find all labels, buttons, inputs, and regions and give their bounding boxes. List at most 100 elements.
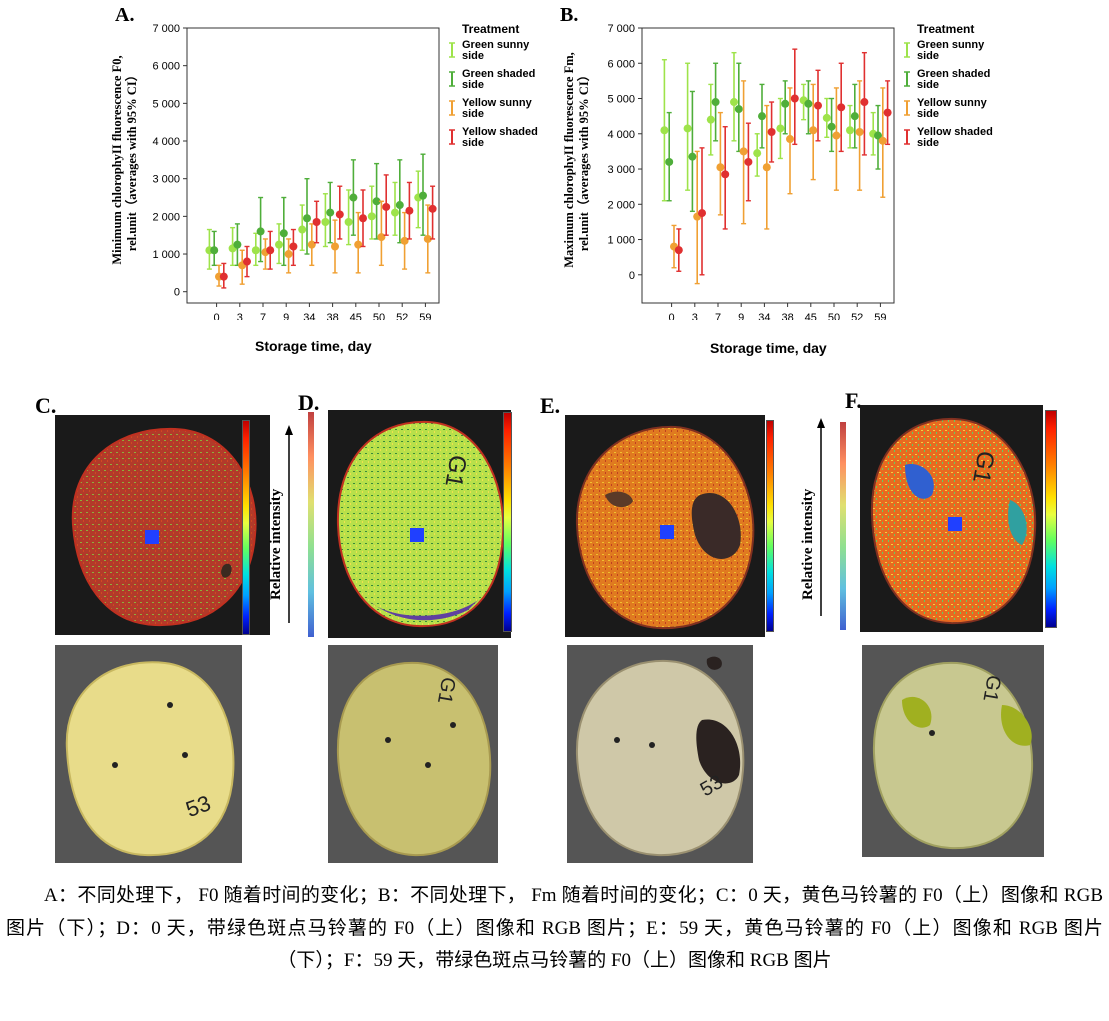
panel-label-d: D. xyxy=(298,390,320,415)
chart-b-point xyxy=(837,103,846,112)
chart-a-point xyxy=(289,242,298,251)
chart-a-point xyxy=(219,272,228,281)
chart-b-point xyxy=(883,108,892,117)
chart-b-point xyxy=(786,135,794,144)
chart-a-ylabel-line2: rel.unit（averages with 95% CI） xyxy=(125,68,139,252)
colorbar-d xyxy=(503,412,512,632)
chart-b-point xyxy=(790,94,799,103)
chart-b-point xyxy=(776,124,785,133)
legend-swatch-icon xyxy=(449,100,455,116)
chart-b-point xyxy=(878,136,887,145)
potato-d-fluor: G1 xyxy=(336,420,505,628)
chart-a-legend-item: Green sunny side xyxy=(448,40,548,69)
chart-b-point xyxy=(762,163,771,172)
potato-e-fluor xyxy=(575,425,755,630)
chart-a: 0 1 000 2 000 3 000 4 000 5 000 6 000 7 000 0 3 7 9… xyxy=(152,23,440,320)
chart-a-point xyxy=(400,236,409,245)
svg-text:G1: G1 xyxy=(967,449,999,485)
chart-a-xtick-label: 38 xyxy=(326,312,338,320)
chart-b-ytick-label: 4 000 xyxy=(607,129,635,141)
chart-b-ytick-label: 7 000 xyxy=(607,23,635,35)
chart-b-ytick-label: 5 000 xyxy=(607,94,635,106)
image-d-rgb: G1 xyxy=(328,645,498,863)
chart-b-point xyxy=(716,163,725,172)
svg-text:G1: G1 xyxy=(978,673,1004,703)
chart-a-ytick-label: 5 000 xyxy=(152,98,180,110)
potato-e-rgb: 53 xyxy=(575,656,745,857)
intensity-scale-f xyxy=(840,422,846,630)
chart-a-point xyxy=(349,193,358,202)
chart-b-point xyxy=(711,98,720,107)
chart-b-point xyxy=(758,112,766,121)
chart-a-xtick-label: 7 xyxy=(260,312,266,320)
chart-a-point xyxy=(210,246,219,255)
arrow-up-icon xyxy=(285,425,293,623)
chart-a-point xyxy=(307,240,316,249)
panel-label-f: F. xyxy=(845,388,862,413)
chart-a-xtick-label: 52 xyxy=(396,312,408,320)
chart-b-point xyxy=(721,170,730,179)
chart-b-xlabel: Storage time, day xyxy=(710,340,827,356)
chart-b-legend-label: Yellow shaded side xyxy=(917,126,993,149)
panel-label-b: B. xyxy=(560,4,579,26)
chart-a-point xyxy=(419,191,427,200)
image-c-fluorescence xyxy=(55,415,270,635)
chart-b-xtick-label: 52 xyxy=(851,312,863,320)
chart-a-point xyxy=(321,218,330,227)
chart-b-point xyxy=(850,112,859,121)
legend-swatch-icon xyxy=(449,129,455,145)
chart-a-point xyxy=(266,246,275,255)
chart-a-ytick-label: 6 000 xyxy=(152,61,180,73)
image-c-rgb: 53 xyxy=(55,645,242,863)
chart-b-ylabel-line2: rel.unit（averages with 95% CI） xyxy=(577,68,591,252)
image-d-fluorescence: G1 xyxy=(328,410,511,638)
chart-a-legend-item: Yellow sunny side xyxy=(448,98,548,127)
chart-a-legend-item: Yellow shaded side xyxy=(448,127,548,156)
chart-b-legend-label: Green sunny side xyxy=(917,39,985,62)
chart-b-point xyxy=(674,246,683,255)
chart-a-point xyxy=(423,234,432,243)
relative-intensity-label-f: Relative intensity xyxy=(800,488,816,600)
chart-b-legend-label: Green shaded side xyxy=(917,68,991,91)
legend-swatch-icon xyxy=(449,71,455,87)
chart-b-legend-title: Treatment xyxy=(917,22,975,36)
chart-b-legend: Treatment Green sunny side Green shaded s… xyxy=(903,22,1003,156)
chart-b-ylabel-line1: Maximum chlorophyII fluorescence Fm, xyxy=(562,52,576,268)
chart-a-legend-label: Green sunny side xyxy=(462,39,530,62)
chart-a-legend-item: Green shaded side xyxy=(448,69,548,98)
chart-b-xtick-label: 38 xyxy=(781,312,793,320)
chart-b-xtick-label: 59 xyxy=(874,312,886,320)
chart-b-ytick-label: 2 000 xyxy=(607,199,635,211)
chart-a-point xyxy=(303,214,311,223)
potato-c-rgb: 53 xyxy=(65,661,235,857)
chart-a-plot-area xyxy=(186,27,440,304)
chart-a-xtick-label: 34 xyxy=(303,312,315,320)
chart-b-legend-label: Yellow sunny side xyxy=(917,97,987,120)
chart-a-point xyxy=(275,240,283,249)
potato-d-rgb: G1 xyxy=(336,661,492,857)
image-e-rgb: 53 xyxy=(567,645,753,863)
chart-b-ytick-label: 3 000 xyxy=(607,164,635,176)
chart-b-point xyxy=(688,152,697,161)
figure-caption: A：不同处理下， F0 随着时间的变化；B：不同处理下， Fm 随着时间的变化；… xyxy=(0,880,1109,978)
chart-b-legend-item: Green shaded side xyxy=(903,69,1003,98)
chart-b-xtick-label: 45 xyxy=(805,312,817,320)
chart-b-point xyxy=(804,99,813,108)
chart-b-point xyxy=(767,128,776,137)
chart-a-point xyxy=(377,233,386,242)
potato-f-fluor: G1 xyxy=(870,417,1037,625)
chart-a-point xyxy=(243,257,251,266)
chart-b-point xyxy=(809,126,818,135)
chart-a-xtick-label: 9 xyxy=(283,312,289,320)
chart-b-point xyxy=(874,131,882,140)
chart-b-point xyxy=(855,128,864,137)
chart-b-xtick-label: 50 xyxy=(828,312,840,320)
chart-b-point xyxy=(832,131,841,140)
chart-b-ytick-label: 1 000 xyxy=(607,235,635,247)
chart-a-point xyxy=(391,208,399,217)
legend-swatch-icon xyxy=(904,71,910,87)
chart-a-point xyxy=(372,197,381,206)
chart-b-point xyxy=(827,122,836,131)
image-f-rgb: G1 xyxy=(862,645,1044,857)
svg-text:G1: G1 xyxy=(439,453,471,489)
